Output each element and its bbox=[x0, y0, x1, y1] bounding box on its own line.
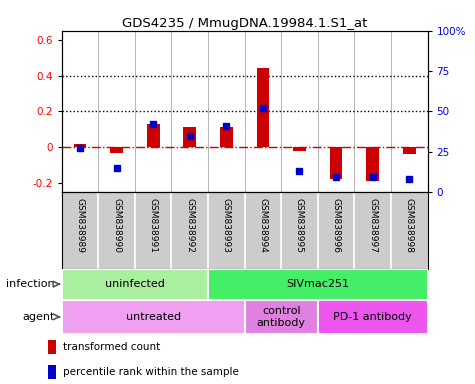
Text: GSM838992: GSM838992 bbox=[185, 198, 194, 253]
Bar bbox=[318, 300, 428, 334]
Bar bbox=[245, 300, 318, 334]
Text: GSM838993: GSM838993 bbox=[222, 198, 231, 253]
Bar bbox=[403, 147, 416, 154]
Bar bbox=[220, 127, 233, 147]
Title: GDS4235 / MmugDNA.19984.1.S1_at: GDS4235 / MmugDNA.19984.1.S1_at bbox=[122, 17, 367, 30]
Text: GSM838989: GSM838989 bbox=[76, 198, 85, 253]
Text: GSM838997: GSM838997 bbox=[368, 198, 377, 253]
Bar bbox=[208, 269, 428, 300]
Text: SIVmac251: SIVmac251 bbox=[286, 279, 349, 289]
Text: untreated: untreated bbox=[125, 312, 181, 322]
Text: transformed count: transformed count bbox=[63, 342, 161, 352]
Text: GSM838998: GSM838998 bbox=[405, 198, 414, 253]
Text: control
antibody: control antibody bbox=[256, 306, 306, 328]
Text: GSM838995: GSM838995 bbox=[295, 198, 304, 253]
Text: GSM838991: GSM838991 bbox=[149, 198, 158, 253]
Bar bbox=[62, 269, 208, 300]
Bar bbox=[147, 124, 160, 147]
Bar bbox=[366, 147, 379, 181]
Bar bbox=[74, 144, 86, 147]
Text: GSM838994: GSM838994 bbox=[258, 198, 267, 253]
Bar bbox=[256, 68, 269, 147]
Text: uninfected: uninfected bbox=[105, 279, 165, 289]
Bar bbox=[183, 127, 196, 147]
Bar bbox=[330, 147, 342, 179]
Bar bbox=[293, 147, 306, 151]
Text: GSM838990: GSM838990 bbox=[112, 198, 121, 253]
Text: PD-1 antibody: PD-1 antibody bbox=[333, 312, 412, 322]
Bar bbox=[48, 365, 56, 379]
Text: GSM838996: GSM838996 bbox=[332, 198, 341, 253]
Text: percentile rank within the sample: percentile rank within the sample bbox=[63, 367, 239, 377]
Text: agent: agent bbox=[22, 312, 55, 322]
Bar bbox=[62, 300, 245, 334]
Text: infection: infection bbox=[6, 279, 55, 289]
Bar bbox=[110, 147, 123, 152]
Bar bbox=[48, 340, 56, 354]
